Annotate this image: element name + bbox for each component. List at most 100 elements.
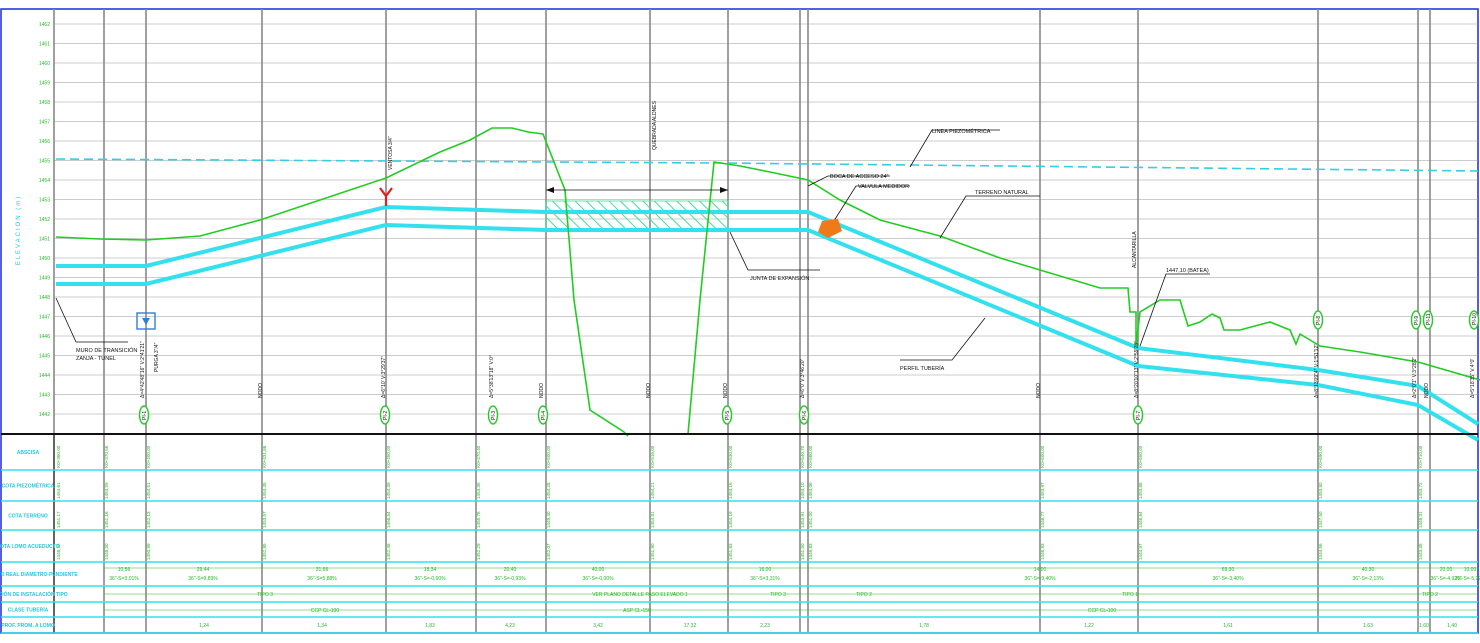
table-cell-prof: 3,42 xyxy=(593,623,603,629)
table-cell-pendiente: 36"-S=-3,40% xyxy=(1212,576,1244,582)
table-cell-longitud: 10,00 xyxy=(1464,567,1477,573)
horizontal-grid xyxy=(54,23,1478,415)
table-cell-cota_piezo: 1454,35 xyxy=(476,482,481,499)
table-cell-cota_terreno: 1447,50 xyxy=(1318,511,1323,528)
node-tag-ellipse xyxy=(1132,405,1144,425)
table-cell-cota_terreno: 1454,19 xyxy=(728,511,733,528)
table-row-label: CLASE TUBERÍA xyxy=(8,606,49,614)
table-cell-cota_piezo: 1454,39 xyxy=(386,482,391,499)
table-cell-prof: 1,63 xyxy=(1363,623,1373,629)
table-cell-cota_lomo: 1443,38 xyxy=(1418,543,1423,560)
table-cell-abscisas: K0+690,00 xyxy=(1318,445,1323,468)
ventosa-label: VENTOSA 3/4" xyxy=(388,136,394,170)
purga-label: PURGA 3"/4" xyxy=(154,342,160,372)
table-row-label: PROF. PROM. A LOMO xyxy=(1,623,55,629)
table-cell-abscisas: K0+400,00 xyxy=(146,445,151,468)
table-cell-pendiente: 36"-S=-4,92% xyxy=(1430,576,1462,582)
table-cell-pendiente: 36"-S=3,01% xyxy=(109,576,139,582)
vertical-angle-label: Δ=8°13'09"4" V:1°51'12" xyxy=(1314,344,1320,398)
frame-border xyxy=(0,8,1479,634)
elevation-label: 1445 xyxy=(39,354,50,360)
table-cell-seccion: TIPO 2 xyxy=(856,592,872,598)
node-tag-ellipse xyxy=(379,405,391,425)
table-cell-cota_terreno: 1451,17 xyxy=(56,511,61,528)
table-cell-cota_terreno: 1449,40 xyxy=(546,511,551,528)
table-cell-cota_piezo: 1454,10 xyxy=(800,482,805,499)
table-cell-cota_terreno: 1455,76 xyxy=(476,511,481,528)
table-cell-abscisas: K0+370,56 xyxy=(104,445,109,468)
elevation-label: 1454 xyxy=(39,178,50,184)
vertical-angle-label: NODO xyxy=(723,383,729,398)
elevation-label: 1460 xyxy=(39,61,50,67)
node-tag-label: PI-9 xyxy=(1414,316,1420,325)
table-cell-prof: 1,78 xyxy=(919,623,929,629)
node-tag-label: PI-4 xyxy=(541,411,547,420)
vertical-angle-label: Δ=8°20'10"13" V:2°59'23" xyxy=(1134,341,1140,398)
terrain-line-right xyxy=(687,161,1480,435)
dim-arrow-right xyxy=(720,187,728,193)
vertical-angle-label: NODO xyxy=(1036,383,1042,398)
elevation-label: 1449 xyxy=(39,276,50,282)
table-cell-cota_lomo: 1451,90 xyxy=(650,543,655,560)
table-cell-cota_terreno: 1451,16 xyxy=(104,511,109,528)
table-cell-pendiente: 36"-S=-5,92% xyxy=(1454,576,1480,582)
table-cell-longitud: 14,00 xyxy=(1034,567,1047,573)
meter-valve-icon xyxy=(818,219,842,238)
table-cell-abscisas: K0+710,00 xyxy=(1418,445,1423,468)
vertical-angle-label: NODO xyxy=(1424,383,1430,398)
vertical-angle-label: Δ=5°38'13"18" V:0° xyxy=(489,355,495,398)
table-cell-longitud: 40,30 xyxy=(1362,567,1375,573)
table-cell-prof: 2,23 xyxy=(760,623,770,629)
node-tag-ellipse xyxy=(537,405,549,425)
table-cell-cota_terreno: 1446,31 xyxy=(1418,511,1423,528)
vertical-angle-label: Δ=5°18'35" V:4°0' xyxy=(1470,359,1476,398)
terreno-label: TERRENO NATURAL xyxy=(975,190,1029,196)
vertical-labels: Δ=4°42'48"16" V:2°41'21" NODO Δ=6°10' V:3°… xyxy=(140,341,1476,398)
table-cell-cota_lomo: 1452,48 xyxy=(386,543,391,560)
table-cell-abscisas: K0+650,00 xyxy=(1138,445,1143,468)
table-cell-cota_terreno: 1452,13 xyxy=(146,511,151,528)
table-cell-prof: 17,32 xyxy=(684,623,697,629)
table-row-label: COTA TERRENO xyxy=(8,514,48,520)
table-cell-cota_piezo: 1453,80 xyxy=(1318,482,1323,499)
table-row-label: COTA PIEZOMÉTRICA xyxy=(2,482,55,490)
table-cell-pendiente: 36"-S=-9,40% xyxy=(1024,576,1056,582)
table-cell-longitud: 20,00 xyxy=(1440,567,1453,573)
elevation-label: 1447 xyxy=(39,315,50,321)
table-cell-clase: CCP CL-100 xyxy=(1088,608,1116,614)
table-cell-cota_lomo: 1450,99 xyxy=(146,543,151,560)
table-cell-cota_terreno: 1448,77 xyxy=(1040,511,1045,528)
table-cell-seccion: TIPO 3 xyxy=(770,592,786,598)
table-cell-prof: 1,40 xyxy=(1447,623,1457,629)
elevation-label: 1444 xyxy=(39,373,50,379)
vertical-angle-label: Δ=6°0' V:3°46'20" xyxy=(800,358,806,398)
elevation-label: 1455 xyxy=(39,159,50,165)
table-cell-abscisas: K0+560,00 xyxy=(808,445,813,468)
table-cell-cota_piezo: 1454,45 xyxy=(262,482,267,499)
vertical-angle-label: Δ=4°42'48"16" V:2°41'21" xyxy=(140,341,146,398)
table-cell-abscisas: K0+500,00 xyxy=(546,445,551,468)
vertical-angle-label: NODO xyxy=(646,383,652,398)
table-row-label: LONGITUD REAL DIAMETRO-PENDIENTE xyxy=(0,572,78,578)
elevation-label: 1448 xyxy=(39,295,50,301)
table-cell-cota_piezo: 1454,61 xyxy=(56,482,61,499)
node-tag-label: PI-8 xyxy=(1316,316,1322,325)
muro-label-1: MURO DE TRANSICIÓN xyxy=(76,347,137,354)
table-cell-longitud: 29,44 xyxy=(197,567,210,573)
node-tag-label: PI-2 xyxy=(383,411,389,420)
node-tag-ellipse xyxy=(487,405,499,425)
table-cell-pendiente: 36"-S=-2,13% xyxy=(1352,576,1384,582)
elevation-label: 1457 xyxy=(39,120,50,126)
elevation-axis-label: ELEVACION (m) xyxy=(16,195,22,266)
table-cell-pendiente: 36"-S=-0,60% xyxy=(414,576,446,582)
table-cell-cota_lomo: 1446,93 xyxy=(1040,543,1045,560)
leader-lines xyxy=(55,129,1210,361)
table-cell-clase: ASP CL-150 xyxy=(623,608,651,614)
vertical-angle-label: NODO xyxy=(539,383,545,398)
elevation-label: 1462 xyxy=(39,22,50,28)
table-cell-longitud: 31,66 xyxy=(316,567,329,573)
table-cell-cota_terreno: 1453,57 xyxy=(262,511,267,528)
table-cell-cota_piezo: 1454,51 xyxy=(146,482,151,499)
node-tag-label: PI-5 xyxy=(725,411,731,420)
